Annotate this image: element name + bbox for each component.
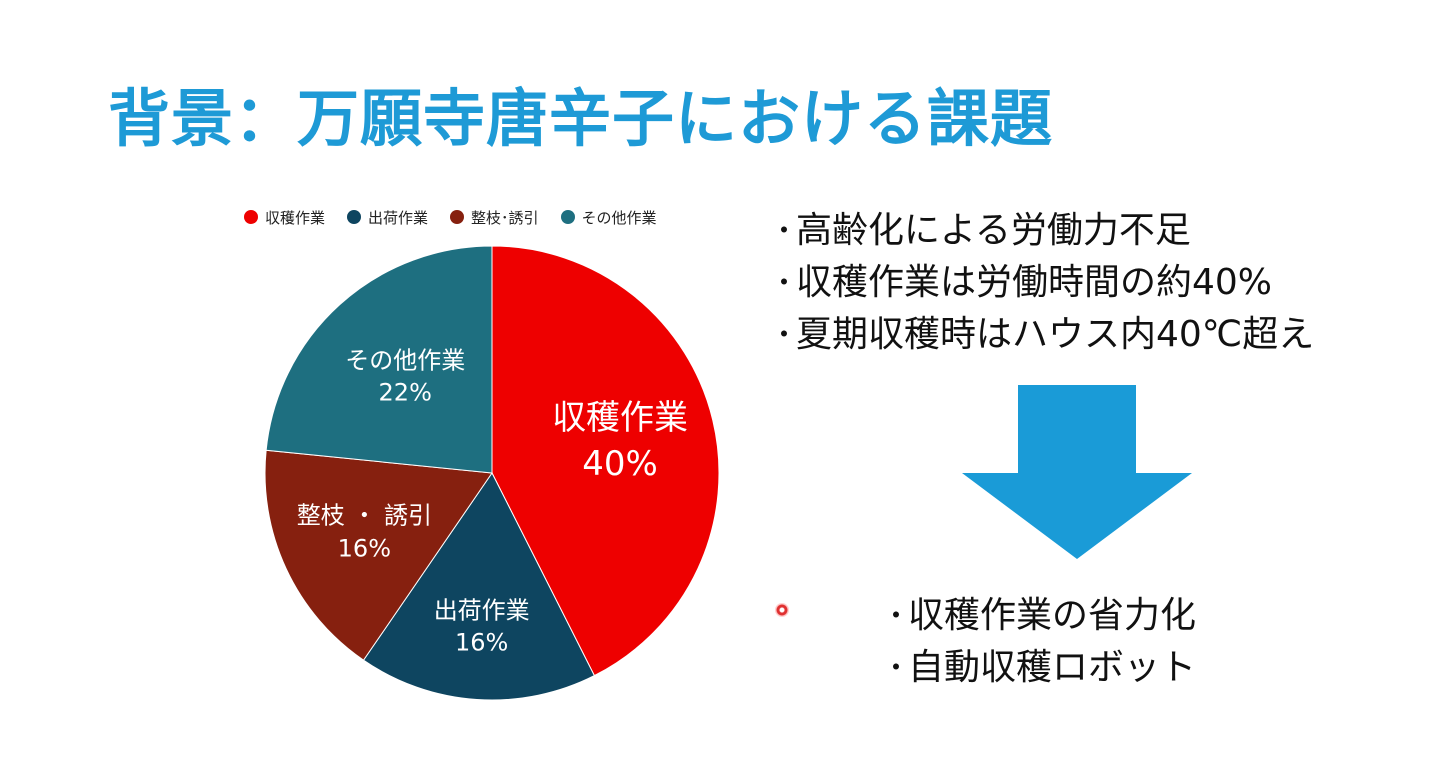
pie-slice-harvest [491, 245, 720, 677]
issue-item: ・ 収穫作業は労働時間の約40% [770, 257, 1314, 309]
slice-category-shipping: 出荷作業 [433, 596, 530, 625]
legend-label-pruning: 整枝･誘引 [471, 208, 539, 227]
slice-label-pruning: 整枝 ・ 誘引 16% [297, 500, 432, 565]
slice-label-shipping: 出荷作業 16% [434, 595, 530, 660]
page-title: 背景：万願寺唐辛子における課題 [108, 82, 1054, 155]
chart-legend: 収穫作業 出荷作業 整枝･誘引 その他作業 [244, 205, 657, 229]
issue-text: 夏期収穫時はハウス内40℃超え [796, 314, 1315, 355]
pie-slice-pruning [264, 449, 493, 661]
solution-item: ・ 収穫作業の省力化 [882, 590, 1196, 642]
issue-text: 高齢化による労働力不足 [796, 210, 1191, 251]
slice-category-harvest: 収穫作業 [552, 398, 689, 439]
legend-label-shipping: 出荷作業 [368, 208, 429, 227]
pie-chart [264, 245, 720, 701]
legend-dot-shipping [347, 210, 362, 224]
down-arrow-icon [962, 385, 1192, 559]
solution-list: ・ 収穫作業の省力化 ・ 自動収穫ロボット [882, 590, 1196, 694]
pie-slice-other [265, 245, 493, 474]
legend-dot-harvest [244, 210, 258, 224]
legend-dot-pruning [450, 210, 465, 224]
slice-percent-pruning: 16% [337, 534, 391, 563]
bullet-mark: ・ [882, 599, 911, 632]
legend-label-harvest: 収穫作業 [265, 208, 326, 227]
bullet-mark: ・ [770, 318, 799, 351]
bullet-mark: ・ [770, 266, 799, 299]
solution-text: 収穫作業の省力化 [908, 595, 1197, 636]
slice-percent-other: 22% [378, 379, 432, 408]
slice-percent-shipping: 16% [455, 629, 509, 657]
pie-slice-shipping [362, 472, 596, 701]
slice-percent-harvest: 40% [582, 444, 658, 485]
bullet-mark: ・ [882, 651, 911, 684]
solution-item: ・ 自動収穫ロボット [882, 642, 1196, 694]
legend-item-other: その他作業 [560, 207, 657, 228]
legend-item-pruning: 整枝･誘引 [450, 207, 539, 228]
legend-item-harvest: 収穫作業 [244, 207, 325, 228]
issue-item: ・ 高齢化による労働力不足 [770, 205, 1314, 257]
solution-text: 自動収穫ロボット [908, 647, 1197, 688]
legend-dot-other [560, 210, 575, 224]
slice-category-pruning: 整枝 ・ 誘引 [296, 501, 432, 530]
legend-item-shipping: 出荷作業 [347, 207, 428, 228]
slice-category-other: その他作業 [345, 346, 466, 375]
issue-text: 収穫作業は労働時間の約40% [796, 262, 1273, 303]
issue-item: ・ 夏期収穫時はハウス内40℃超え [770, 309, 1314, 361]
laser-pointer-icon [775, 603, 789, 617]
issue-list: ・ 高齢化による労働力不足 ・ 収穫作業は労働時間の約40% ・ 夏期収穫時はハ… [770, 205, 1314, 361]
slice-label-harvest: 収穫作業 40% [552, 397, 688, 489]
legend-label-other: その他作業 [581, 208, 657, 227]
slice-label-other: その他作業 22% [345, 345, 465, 410]
bullet-mark: ・ [770, 214, 799, 247]
